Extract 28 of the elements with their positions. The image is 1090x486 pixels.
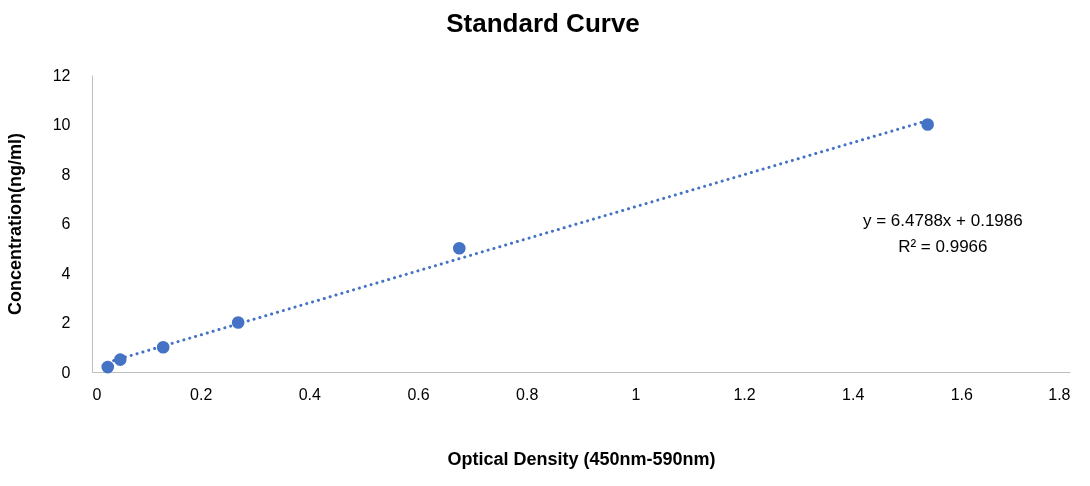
y-tick-label: 4 (61, 264, 71, 282)
x-tick-label: 0.4 (298, 385, 322, 403)
x-tick-label: 1.6 (950, 385, 974, 403)
annotation: y = 6.4788x + 0.1986 (862, 210, 1023, 230)
y-tick-label: 12 (52, 66, 71, 84)
chart-title: Standard Curve (446, 8, 640, 38)
y-tick-label: 0 (61, 363, 71, 381)
annotation: R² = 0.9966 (898, 236, 988, 256)
point (156, 340, 170, 354)
x-tick-label: 0 (92, 385, 102, 403)
y-tick-label: 8 (61, 165, 71, 183)
y-axis-title: Concentration(ng/ml) (4, 133, 25, 315)
x-axis-title: Optical Density (450nm-590nm) (447, 448, 716, 469)
x-tick-label: 1.2 (733, 385, 756, 403)
x-tick-label: 0.8 (516, 385, 539, 403)
point (921, 118, 934, 131)
x-tick-label: 0.6 (407, 385, 430, 403)
x-tick-label: 1.4 (842, 385, 865, 403)
point (113, 353, 127, 366)
point (101, 360, 115, 374)
x-tick-label: 1 (631, 385, 641, 403)
point (452, 241, 466, 255)
y-tick-label: 2 (61, 314, 71, 331)
y-tick-label: 6 (61, 215, 71, 232)
y-tick-label: 10 (52, 116, 71, 133)
point (231, 316, 245, 329)
x-tick-label: 1.8 (1048, 385, 1071, 403)
x-tick-label: 0.2 (190, 385, 213, 403)
